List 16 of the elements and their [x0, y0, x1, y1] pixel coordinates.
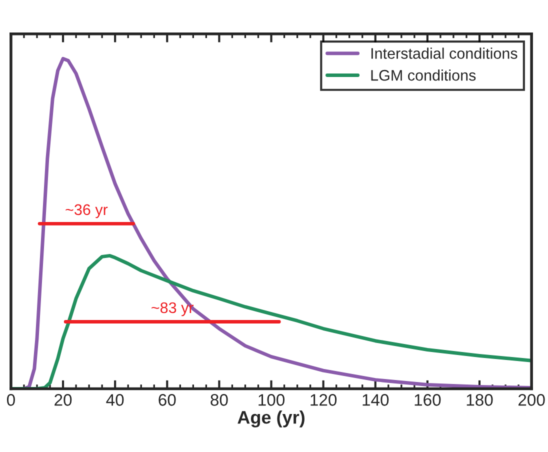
x-tick-label: 120 — [310, 394, 337, 406]
x-tick-label: 0 — [6, 394, 15, 406]
annotation: ~83 yr — [152, 302, 194, 316]
x-tick-label: 200 — [518, 394, 545, 406]
legend-label: Interstadial conditions — [371, 48, 518, 59]
x-tick-label: 100 — [258, 394, 285, 406]
x-tick-label: 20 — [54, 394, 72, 406]
legend-label: LGM conditions — [371, 70, 476, 81]
x-axis-title: Age (yr) — [238, 410, 304, 428]
x-tick-label: 160 — [414, 394, 441, 406]
x-tick-label: 60 — [158, 394, 176, 406]
annotation: ~36 yr — [66, 204, 108, 218]
x-tick-label: 40 — [106, 394, 124, 406]
x-tick-label: 140 — [362, 394, 389, 406]
x-tick-label: 80 — [210, 394, 228, 406]
x-tick-label: 180 — [466, 394, 493, 406]
